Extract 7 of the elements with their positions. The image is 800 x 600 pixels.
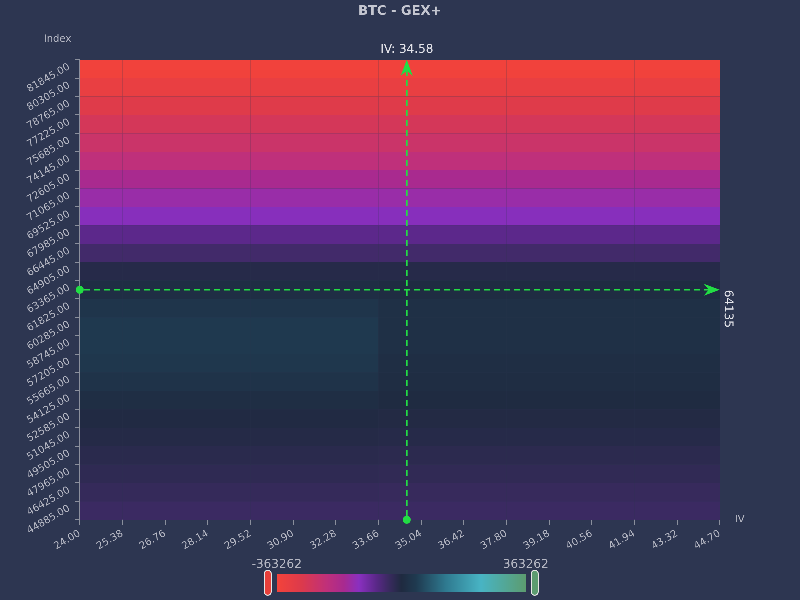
color-bar-label: 363262 [503, 557, 549, 571]
ref-line-label: 64135 [722, 290, 736, 328]
color-bar-label: -363262 [252, 557, 302, 571]
x-axis-title: IV [735, 514, 745, 526]
chart-title: BTC - GEX+ [358, 4, 442, 19]
ref-line-label: IV: 34.58 [380, 42, 434, 56]
y-axis-title: Index [44, 34, 72, 45]
